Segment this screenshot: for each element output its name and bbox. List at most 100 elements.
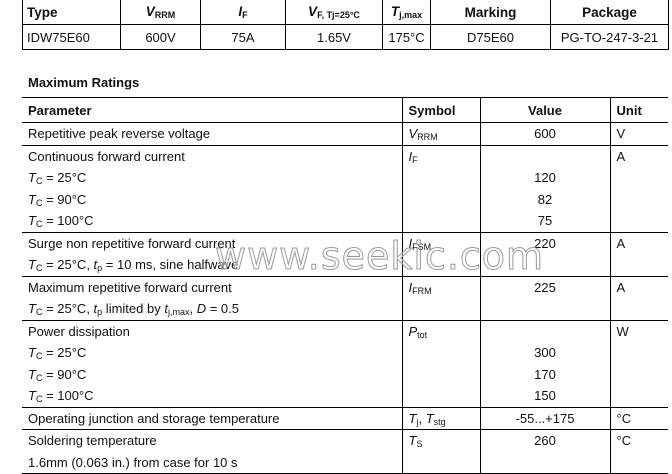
parameter-cell: Power dissipation TC = 25°C TC = 90°C TC = …: [22, 320, 402, 408]
parameter-line: TC = 25°C, tp limited by tj,max, D = 0.5: [28, 298, 396, 320]
unit: W: [616, 323, 629, 339]
text-segment: 1.6mm (0.063 in.) from case for 10 s: [28, 454, 238, 470]
text-segment: C: [35, 219, 43, 229]
text-segment: T: [408, 433, 417, 448]
unit: °C: [616, 433, 632, 448]
unit: V: [616, 126, 626, 141]
symbol-cell: TS: [401, 429, 480, 474]
symbol: VRRM: [409, 123, 474, 145]
unit-cell: A: [609, 276, 668, 321]
text-segment: = 25°C,: [42, 257, 94, 272]
text-segment: = 25°C: [42, 345, 87, 360]
text-segment: t: [93, 257, 98, 272]
text-segment: T: [28, 191, 36, 207]
value: 300: [534, 345, 556, 360]
symbol: IFSM: [409, 233, 474, 255]
unit: A: [616, 148, 626, 164]
text-segment: T: [408, 410, 417, 426]
table-row: Continuous forward current TC = 25°C TC = …: [22, 145, 668, 233]
text-segment: Surge non repetitive forward current: [28, 235, 236, 251]
text-segment: Maximum repetitive forward current: [28, 279, 232, 295]
text-segment: I: [408, 235, 413, 251]
parameter-cell: Operating junction and storage temperatu…: [22, 407, 402, 430]
value-cell: -55...+175: [479, 407, 610, 430]
parameter-line: Repetitive peak reverse voltage: [28, 123, 396, 145]
value: 260: [534, 433, 556, 448]
symbol-cell: IFRM: [401, 276, 480, 321]
value-cell: 600: [479, 122, 610, 146]
text-segment: Continuous forward current: [28, 148, 185, 164]
text-segment: = 90°C: [42, 366, 87, 382]
table-row: Soldering temperature 1.6mm (0.063 in.) f…: [22, 429, 668, 474]
text-segment: = 25°C,: [42, 301, 94, 316]
parameter-cell: Surge non repetitive forward current TC =…: [22, 232, 402, 277]
text-segment: C: [35, 351, 43, 361]
symbol-cell: Tj, Tstg: [401, 407, 480, 430]
text-segment: = 0.5: [206, 301, 239, 316]
table-row: Power dissipation TC = 25°C TC = 90°C TC = …: [22, 320, 668, 408]
unit: °C: [616, 410, 632, 426]
symbol: IFRM: [409, 277, 474, 299]
unit-cell: A: [609, 145, 668, 233]
value: 170: [534, 366, 556, 382]
text-segment: limited by: [102, 301, 165, 316]
text-segment: Repetitive peak reverse voltage: [28, 126, 211, 141]
text-segment: j,max: [399, 10, 423, 20]
value: 75: [537, 213, 553, 228]
text-segment: Power dissipation: [28, 323, 130, 339]
value: [487, 321, 604, 343]
text-segment: F: [242, 10, 248, 20]
value-cell: 220: [479, 232, 610, 277]
text-segment: T: [28, 213, 36, 228]
maximum-ratings-table: Parameter Symbol Value Unit Repetitive p…: [22, 97, 668, 474]
text-segment: F, Tj=25°C: [317, 10, 360, 20]
summary-header-cell: Marking: [430, 0, 551, 25]
symbol: Ptot: [409, 321, 474, 343]
text-segment: C: [35, 394, 43, 404]
text-segment: = 100°C: [42, 213, 94, 228]
parameter-line: Power dissipation: [28, 321, 396, 343]
value: 150: [534, 388, 556, 403]
symbol: IF: [409, 146, 474, 168]
value: 600: [534, 126, 556, 141]
text-segment: Package: [582, 4, 637, 20]
parameter-line: TC = 25°C: [28, 342, 396, 364]
text-segment: T: [425, 410, 434, 426]
unit-cell: W: [609, 320, 668, 408]
summary-value-cell: D75E60: [430, 24, 551, 50]
summary-value-cell: 600V: [120, 24, 201, 50]
value-cell: 300 170 150: [479, 320, 610, 408]
parameter-line: TC = 90°C: [28, 364, 396, 386]
section-title: Maximum Ratings: [28, 75, 140, 90]
unit-cell: °C: [609, 407, 668, 430]
summary-value-row: IDW75E60 600V 75A 1.65V 175°C D75E60 PG-TO-247…: [22, 24, 669, 50]
text-segment: = 10 ms, sine halfwave: [102, 257, 239, 272]
header-value: Value: [479, 97, 610, 123]
text-segment: tot: [417, 329, 428, 340]
parameter-line: TC = 100°C: [28, 210, 396, 232]
symbol: TS: [409, 430, 474, 452]
symbol-cell: VRRM: [401, 122, 480, 146]
text-segment: I: [238, 4, 243, 19]
parameter-line: Operating junction and storage temperatu…: [28, 408, 396, 430]
table-row: Surge non repetitive forward current TC =…: [22, 232, 668, 277]
value: [487, 146, 604, 168]
text-segment: RRM: [154, 10, 176, 20]
text-segment: Soldering temperature: [28, 433, 157, 448]
summary-value-cell: 1.65V: [285, 24, 383, 50]
text-segment: P: [408, 323, 418, 339]
text-segment: V: [308, 4, 318, 19]
value: -55...+175: [515, 410, 575, 426]
header-symbol: Symbol: [401, 97, 480, 123]
text-segment: T: [28, 257, 36, 272]
value-cell: 260: [479, 429, 610, 474]
text-segment: = 90°C: [42, 191, 87, 207]
text-segment: C: [35, 372, 43, 383]
text-segment: stg: [433, 416, 446, 427]
text-segment: ,: [418, 410, 426, 426]
text-segment: C: [35, 197, 43, 208]
summary-header-cell: Tj,max: [382, 0, 431, 25]
table-row: Maximum repetitive forward current TC = 2…: [22, 276, 668, 321]
parameter-cell: Soldering temperature 1.6mm (0.063 in.) f…: [22, 429, 402, 474]
text-segment: C: [35, 263, 43, 273]
